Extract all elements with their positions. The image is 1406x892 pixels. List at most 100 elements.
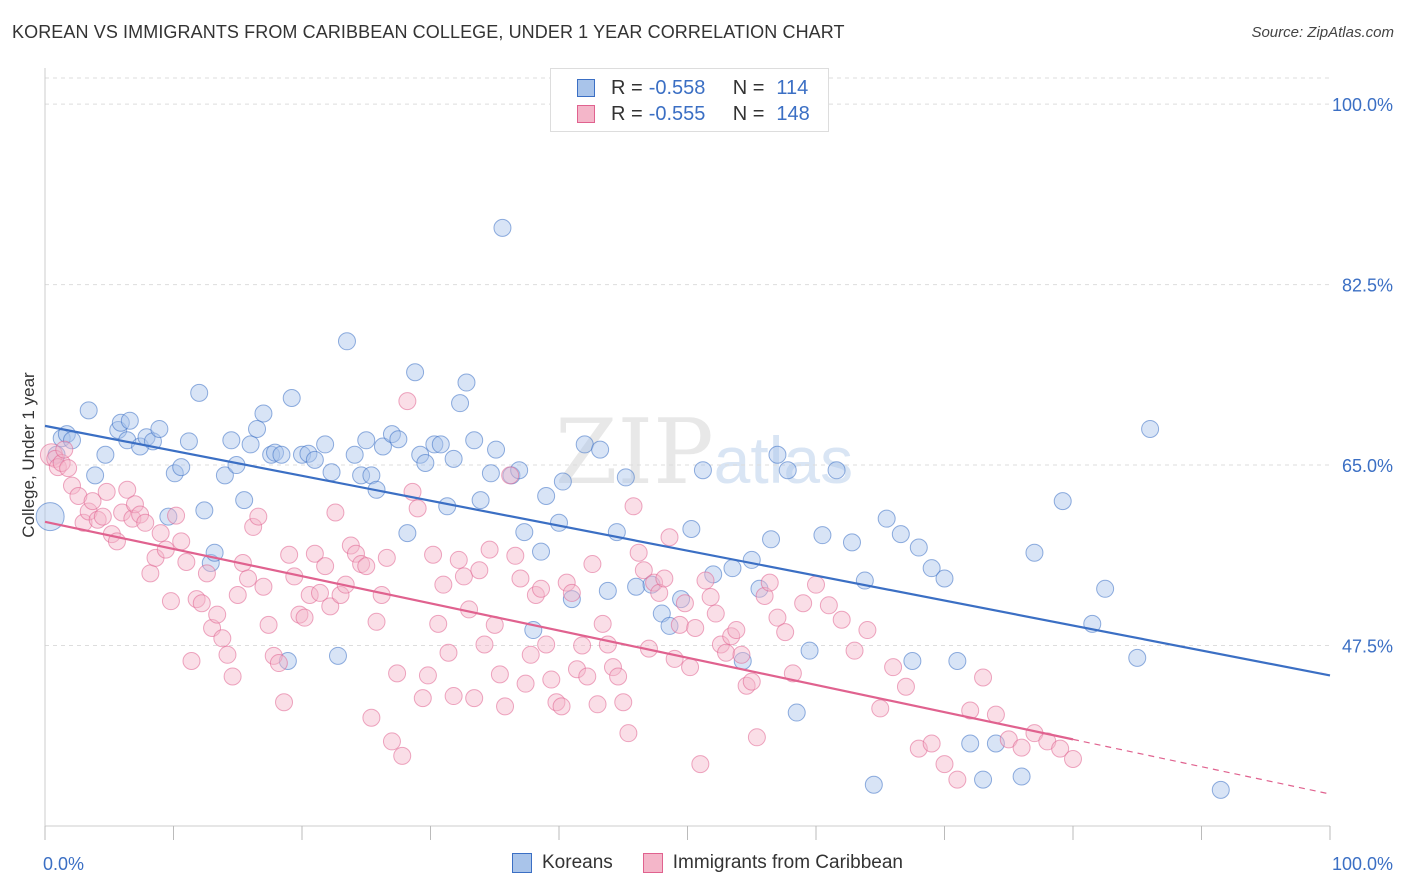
caribbean-point [935,755,954,774]
legend-r-value: -0.558 [648,76,706,99]
korean-point [278,651,297,670]
caribbean-trend-extension [1072,738,1331,795]
caribbean-point [393,746,412,765]
korean-points [35,218,1230,799]
caribbean-point [578,667,597,686]
korean-point [79,401,98,420]
caribbean-point [418,666,437,685]
korean-point [179,432,198,451]
chart-title: KOREAN VS IMMIGRANTS FROM CARIBBEAN COLL… [12,22,845,42]
caribbean-point [542,670,561,689]
axes [44,68,1331,840]
caribbean-point [696,571,715,590]
korean-point [682,519,701,538]
legend-item-koreans: Koreans [512,852,613,874]
caribbean-point [609,667,628,686]
korean-point [328,646,347,665]
caribbean-point [382,732,401,751]
caribbean-point [768,608,787,627]
legend-r-value: -0.555 [648,102,706,125]
caribbean-point [871,699,890,718]
korean-point [778,461,797,480]
korean-point [357,431,376,450]
korean-point [222,431,241,450]
caribbean-point [706,604,725,623]
y-tick-label: 65.0% [1342,456,1393,476]
korean-point [431,435,450,454]
korean-point [1096,579,1115,598]
caribbean-point [93,507,112,526]
korean-point [345,445,364,464]
caribbean-point [819,596,838,615]
caribbean-point [83,492,102,511]
caribbean-point [490,665,509,684]
caribbean-point [701,588,720,607]
caribbean-point [141,564,160,583]
caribbean-point [439,643,458,662]
caribbean-point [408,499,427,518]
caribbean-point [88,510,107,529]
korean-point [922,559,941,578]
korean-point [150,419,169,438]
caribbean-point [480,540,499,559]
korean-point [35,502,65,532]
caribbean-point [760,573,779,592]
caribbean-point [588,695,607,714]
korean-point [864,775,883,794]
caribbean-point [362,708,381,727]
caribbean-point [858,621,877,640]
korean-point [159,507,178,526]
caribbean-point [794,594,813,613]
korean-point [575,435,594,454]
caribbean-point [999,730,1018,749]
caribbean-point [177,552,196,571]
korean-point [254,404,273,423]
caribbean-point [845,641,864,660]
legend-swatch-caribbean [642,853,663,873]
caribbean-point [691,755,710,774]
caribbean-point [807,575,825,594]
korean-point [935,569,954,588]
korean-point [487,440,506,459]
korean-point [891,525,910,544]
caribbean-point [136,513,155,532]
korean-point [550,513,568,532]
caribbean-point [567,660,586,679]
caribbean-point [732,645,751,664]
korean-point [616,468,635,487]
caribbean-point [321,597,340,616]
korean-point [768,445,787,464]
y-tick-label: 100.0% [1332,95,1393,115]
caribbean-point [742,672,761,691]
legend-row-caribbean: R = -0.555 N = 148 [577,101,810,127]
korean-point [120,411,139,430]
caribbean-point [377,548,396,567]
korean-point [842,533,861,552]
source-label: Source: ZipAtlas.com [1251,24,1394,41]
caribbean-point [557,573,576,592]
korean-point [742,550,761,569]
caribbean-point [244,517,263,536]
korean-point [425,435,444,454]
korean-point [172,458,191,477]
caribbean-point [331,585,350,604]
caribbean-point [1051,739,1070,758]
legend-label-koreans: Koreans [542,852,613,873]
caribbean-point [280,545,299,564]
caribbean-point [326,503,345,522]
caribbean-point [69,486,88,505]
y-axis-title: College, Under 1 year [19,372,38,538]
caribbean-point [650,583,669,602]
caribbean-point [660,528,679,547]
korean-point [813,526,832,545]
caribbean-point [151,524,170,543]
caribbean-point [429,614,448,633]
korean-point [111,413,130,432]
korean-point [398,524,417,543]
korean-point [248,419,267,438]
korean-point [322,463,341,482]
legend-r-label: R = [611,102,643,125]
caribbean-point [974,668,993,687]
caribbean-point [182,651,201,670]
